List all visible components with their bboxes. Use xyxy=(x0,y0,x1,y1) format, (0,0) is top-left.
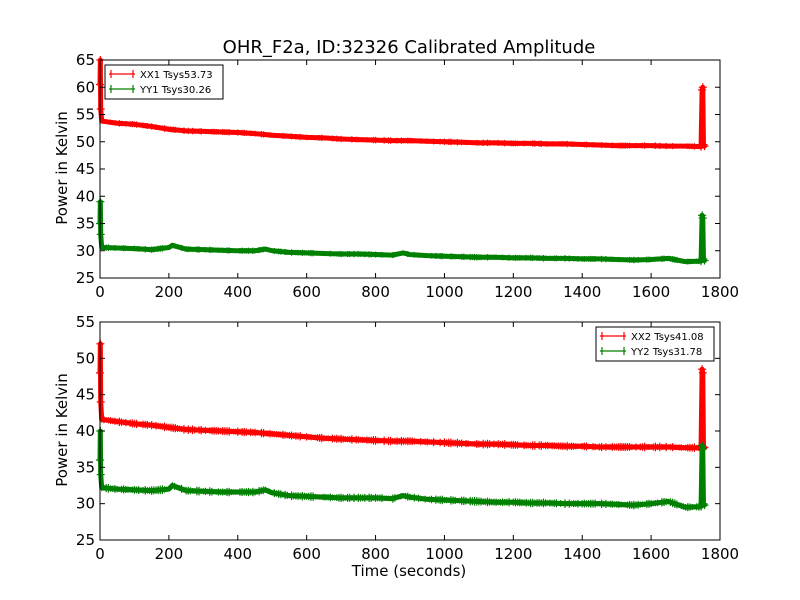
y-tick-label: 40 xyxy=(76,422,95,440)
top-plot: 0 200 400 600 800 1000 1200 1400 1600 1800 25 30 35 4… xyxy=(76,51,739,301)
x-tick-label: 1600 xyxy=(632,283,670,301)
x-tick-label: 1400 xyxy=(563,283,601,301)
x-tick-label: 800 xyxy=(361,545,390,563)
y-tick-label: 50 xyxy=(76,349,95,367)
x-tick-label: 200 xyxy=(155,283,184,301)
y-tick-label: 40 xyxy=(76,187,95,205)
legend: XX1 Tsys53.73 YY1 Tsys30.26 xyxy=(104,64,224,100)
legend-label: YY2 Tsys31.78 xyxy=(630,347,702,358)
legend-label: YY1 Tsys30.26 xyxy=(139,85,211,96)
y-tick-label: 30 xyxy=(76,495,95,513)
y-tick-label: 45 xyxy=(76,386,95,404)
y-tick-label: 65 xyxy=(76,51,95,69)
x-tick-label: 1200 xyxy=(494,283,532,301)
legend-label: XX1 Tsys53.73 xyxy=(140,70,213,81)
series-2-noise xyxy=(101,482,700,512)
x-tick-label: 800 xyxy=(361,283,390,301)
y-tick-label: 60 xyxy=(76,78,95,96)
y-tick-label: 45 xyxy=(76,160,95,178)
x-tick-label: 200 xyxy=(155,545,184,563)
x-tick-label: 1200 xyxy=(494,545,532,563)
x-tick-label: 1400 xyxy=(563,545,601,563)
x-axis-label: Time (seconds) xyxy=(351,562,467,580)
x-tick-label: 1600 xyxy=(632,545,670,563)
legend-box xyxy=(104,64,224,100)
y-tick-label: 55 xyxy=(76,106,95,124)
y-tick-label: 30 xyxy=(76,242,95,260)
x-tick-label: 1000 xyxy=(425,545,463,563)
chart-title: OHR_F2a, ID:32326 Calibrated Amplitude xyxy=(223,37,596,58)
series-2-line xyxy=(99,201,706,263)
x-tick-label: 400 xyxy=(223,545,252,563)
x-tick-label: 1800 xyxy=(701,283,739,301)
x-tick-label: 600 xyxy=(292,545,321,563)
y-tick-label: 50 xyxy=(76,133,95,151)
top-y-axis-label: Power in Kelvin xyxy=(53,111,71,225)
y-tick-label: 35 xyxy=(76,215,95,233)
y-tick-label: 25 xyxy=(76,531,95,549)
legend-box xyxy=(595,326,715,362)
y-tick-label: 35 xyxy=(76,458,95,476)
series-1-noise xyxy=(101,118,700,150)
bottom-y-axis-label: Power in Kelvin xyxy=(53,373,71,487)
x-tick-label: 0 xyxy=(95,283,105,301)
x-tick-label: 1000 xyxy=(425,283,463,301)
series-1-noise xyxy=(101,416,700,452)
x-tick-label: 600 xyxy=(292,283,321,301)
y-tick-label: 55 xyxy=(76,313,95,331)
x-tick-label: 400 xyxy=(223,283,252,301)
legend-label: XX2 Tsys41.08 xyxy=(631,332,704,343)
y-tick-label: 25 xyxy=(76,269,95,287)
bottom-plot: 0 200 400 600 800 1000 1200 1400 1600 1800 25 30 35 4… xyxy=(76,313,739,563)
legend: XX2 Tsys41.08 YY2 Tsys31.78 xyxy=(595,326,715,362)
x-tick-label: 0 xyxy=(95,545,105,563)
series-2-noise xyxy=(101,242,700,265)
x-tick-label: 1800 xyxy=(701,545,739,563)
